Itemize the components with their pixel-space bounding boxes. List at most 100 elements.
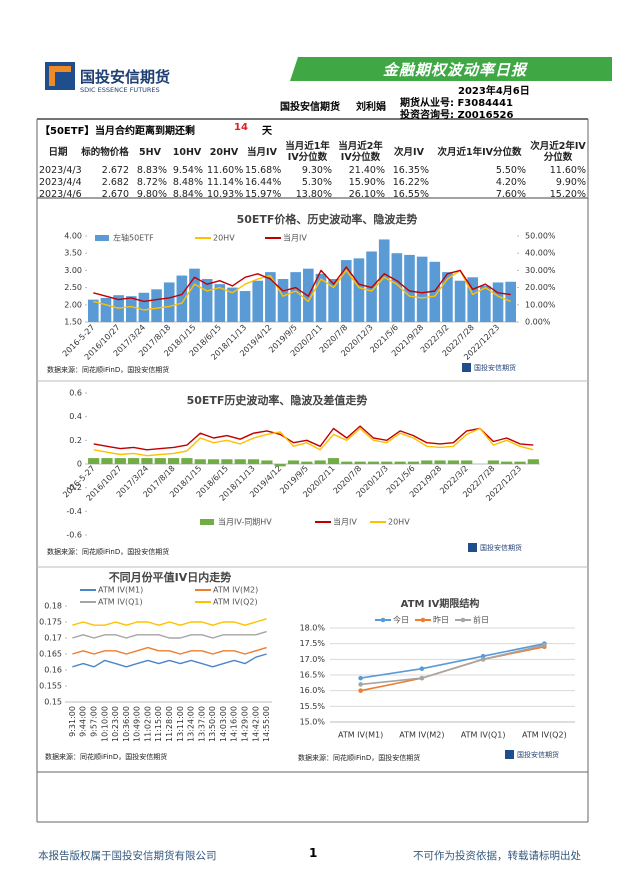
x-tick-label: 13:50:00 xyxy=(208,706,217,742)
data-source: 数据来源：同花顺iFinD，国投安信期货 xyxy=(47,547,169,556)
bar xyxy=(501,461,513,464)
chart-title: ATM IV期限结构 xyxy=(401,597,480,610)
bar xyxy=(434,460,446,464)
bar xyxy=(128,458,140,464)
bar xyxy=(328,279,339,322)
x-tick-label: ATM IV(Q1) xyxy=(461,731,506,740)
bar xyxy=(181,458,193,464)
table-row: 2023/4/6 2.670 9.80% 8.84% 10.93% 15.97% 13.80… xyxy=(37,188,588,200)
bar xyxy=(461,460,473,464)
column-header: 5HV xyxy=(139,146,161,158)
disclaimer: 不可作为投资依据，转载请标明出处 xyxy=(413,850,581,862)
table-cell: 9.54% xyxy=(172,164,203,176)
table-cell: 15.20% xyxy=(549,188,586,200)
table-cell: 5.50% xyxy=(495,164,526,176)
x-tick-label: 14:29:00 xyxy=(241,706,250,742)
table-row: 2023/4/3 2.672 8.83% 9.54% 11.60% 15.68% 9.30%… xyxy=(37,164,588,176)
y-tick-label: 16.5% xyxy=(300,671,326,680)
bar xyxy=(353,258,365,322)
table-cell: 9.90% xyxy=(555,176,586,188)
x-tick-label: 14:42:00 xyxy=(251,706,260,742)
table-cell: 2.672 xyxy=(101,164,129,176)
legend-label: 前日 xyxy=(473,615,489,625)
bar xyxy=(114,458,126,464)
y2-tick-label: 40.00% xyxy=(525,249,556,258)
bar xyxy=(480,285,491,322)
table-row: 2023/4/4 2.682 8.72% 8.48% 11.14% 16.44% 5.30%… xyxy=(37,176,588,188)
chart: 50ETF价格、历史波动率、隐波走势 1.50 2.00 2.50 3.00 3.50 4.… xyxy=(47,212,556,374)
table-cell: 16.44% xyxy=(245,176,282,188)
table-cell: 9.30% xyxy=(301,164,332,176)
legend-label: ATM IV(Q2) xyxy=(213,598,258,607)
column-header: 当月IV xyxy=(247,146,277,158)
logo-icon xyxy=(505,750,514,759)
x-tick-label: 11:28:00 xyxy=(165,706,174,742)
legend-label: ATM IV(Q1) xyxy=(98,598,143,607)
column-header: 20HV xyxy=(209,146,239,158)
x-tick-label: 9:31:00 xyxy=(68,706,77,737)
y-tick-label: 2.00 xyxy=(64,300,82,309)
y-tick-label: 18.0% xyxy=(300,624,326,633)
bar xyxy=(88,458,100,464)
bar xyxy=(527,459,539,464)
y2-tick-label: 20.00% xyxy=(525,283,556,292)
legend-marker xyxy=(460,617,466,623)
bar xyxy=(407,461,420,464)
bar xyxy=(340,260,352,322)
bar xyxy=(151,289,162,322)
table-cell: 2023/4/6 xyxy=(39,188,82,200)
bar xyxy=(101,458,113,464)
y-tick-label: 0.6 xyxy=(69,389,82,398)
bar xyxy=(88,299,99,322)
x-tick-label: ATM IV(Q2) xyxy=(522,731,567,740)
series-line xyxy=(93,266,511,303)
table-cell: 2023/4/3 xyxy=(39,164,82,176)
x-tick-label: 10:36:00 xyxy=(122,706,131,742)
bar xyxy=(125,296,137,322)
bar xyxy=(301,461,313,464)
table-cell: 8.84% xyxy=(172,188,203,200)
bar xyxy=(354,461,366,464)
legend-label: 20HV xyxy=(388,518,410,527)
days-value: 14 xyxy=(234,122,248,133)
report-title: 金融期权波动率日报 xyxy=(382,61,527,79)
bar xyxy=(447,460,459,464)
y-tick-label: 15.0% xyxy=(300,718,326,727)
series-line xyxy=(93,269,511,311)
bar xyxy=(290,272,301,322)
logo-icon xyxy=(468,543,477,552)
bar xyxy=(505,281,516,322)
logo-icon-accent xyxy=(49,66,71,86)
bar xyxy=(287,460,300,464)
y-tick-label: 0.17 xyxy=(44,634,62,643)
bar xyxy=(416,256,428,322)
bar xyxy=(429,261,441,322)
y-tick-label: -0.6 xyxy=(66,531,82,540)
series-line xyxy=(72,618,267,626)
table-cell: 16.55% xyxy=(392,188,429,200)
y-tick-label: 0.2 xyxy=(69,436,82,445)
column-header: 当月近1年IV分位数 xyxy=(285,141,330,163)
table-cell: 8.48% xyxy=(172,176,203,188)
x-tick-label: 14:03:00 xyxy=(219,706,228,742)
chart-title: 50ETF价格、历史波动率、隐波走势 xyxy=(237,212,418,226)
x-tick-label: 9:57:00 xyxy=(89,706,98,737)
company: 国投安信期货 xyxy=(280,102,340,113)
bar xyxy=(367,461,380,464)
y-tick-label: 16.0% xyxy=(300,686,326,695)
x-tick-label: 10:23:00 xyxy=(111,706,120,742)
table-cell: 15.90% xyxy=(348,176,385,188)
table-cell: 4.20% xyxy=(495,176,526,188)
author: 刘利娟 xyxy=(356,102,386,113)
data-source: 数据来源：同花顺iFinD，国投安信期货 xyxy=(47,365,169,374)
bar xyxy=(487,460,499,464)
table-cell: 15.97% xyxy=(245,188,282,200)
y-tick-label: 17.0% xyxy=(300,655,326,664)
column-header: 次月IV xyxy=(394,146,424,158)
table-cell: 16.22% xyxy=(392,176,429,188)
table-cell: 11.60% xyxy=(549,164,586,176)
series-line xyxy=(93,425,534,451)
legend-swatch xyxy=(95,235,109,241)
y-tick-label: 0.165 xyxy=(39,650,62,659)
